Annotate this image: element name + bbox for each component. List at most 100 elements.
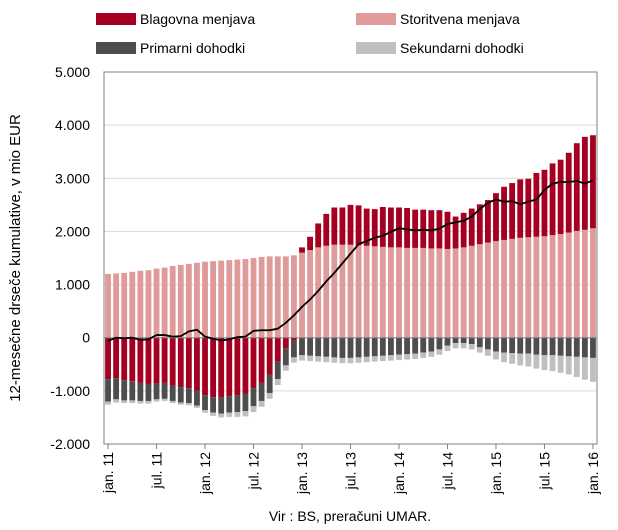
bar-blagovna bbox=[218, 337, 225, 398]
bar-blagovna bbox=[525, 178, 532, 238]
bar-storitvena bbox=[363, 245, 370, 338]
bar-sekundarni bbox=[557, 355, 564, 373]
bar-primarni bbox=[331, 337, 338, 358]
line-layer bbox=[107, 179, 594, 342]
bar-blagovna bbox=[169, 337, 176, 386]
bar-primarni bbox=[194, 390, 200, 406]
bar-storitvena bbox=[282, 256, 289, 338]
bar-storitvena bbox=[436, 248, 443, 338]
bar-sekundarni bbox=[323, 356, 330, 363]
bar-blagovna bbox=[323, 213, 330, 246]
bar-sekundarni bbox=[331, 357, 338, 363]
bar-sekundarni bbox=[590, 357, 596, 382]
bar-storitvena bbox=[194, 262, 200, 338]
bar-primarni bbox=[549, 337, 556, 356]
legend-item-primarni: Primarni dohodki bbox=[96, 40, 245, 56]
bar-primarni bbox=[525, 337, 532, 354]
bar-sekundarni bbox=[177, 402, 184, 405]
bar-storitvena bbox=[226, 260, 233, 338]
bar-storitvena bbox=[493, 240, 499, 338]
bar-sekundarni bbox=[258, 400, 265, 407]
bar-sekundarni bbox=[525, 353, 532, 367]
bar-blagovna bbox=[291, 337, 297, 341]
bar-blagovna bbox=[347, 204, 354, 245]
bar-primarni bbox=[274, 361, 281, 380]
bar-blagovna bbox=[105, 337, 111, 380]
bar-primarni bbox=[137, 382, 144, 401]
bar-blagovna bbox=[493, 193, 499, 241]
bar-blagovna bbox=[194, 337, 200, 391]
bar-sekundarni bbox=[484, 349, 491, 356]
bar-blagovna bbox=[573, 143, 580, 231]
x-tick-label: jul. 11 bbox=[149, 452, 165, 490]
bar-blagovna bbox=[444, 211, 451, 249]
bar-sekundarni bbox=[452, 343, 459, 349]
bar-blagovna bbox=[129, 337, 136, 382]
bar-sekundarni bbox=[121, 400, 128, 404]
bar-primarni bbox=[493, 337, 499, 352]
bar-blagovna bbox=[177, 337, 184, 388]
bar-primarni bbox=[105, 379, 111, 402]
bar-blagovna bbox=[452, 216, 459, 249]
legend-label-storitvena: Storitvena menjava bbox=[400, 11, 520, 27]
x-tick-label: jul. 12 bbox=[246, 452, 262, 491]
x-tick-label: jan. 13 bbox=[294, 452, 310, 495]
bar-primarni bbox=[129, 381, 136, 401]
bar-sekundarni bbox=[129, 400, 136, 404]
bar-primarni bbox=[444, 337, 451, 346]
bar-primarni bbox=[307, 337, 313, 356]
bar-primarni bbox=[557, 337, 564, 356]
source-note: Vir : BS, preračuni UMAR. bbox=[269, 508, 431, 524]
bar-primarni bbox=[291, 340, 297, 358]
bar-sekundarni bbox=[339, 357, 346, 364]
bar-sekundarni bbox=[242, 411, 249, 417]
bar-storitvena bbox=[420, 247, 427, 338]
bar-primarni bbox=[113, 378, 120, 400]
bar-storitvena bbox=[412, 247, 419, 338]
bar-storitvena bbox=[428, 248, 435, 338]
bar-storitvena bbox=[315, 247, 322, 338]
bars bbox=[105, 135, 596, 418]
bar-storitvena bbox=[404, 247, 410, 338]
bar-primarni bbox=[379, 337, 386, 356]
bar-blagovna bbox=[315, 223, 322, 248]
bar-blagovna bbox=[541, 169, 548, 237]
y-tick-label: -1.000 bbox=[50, 383, 90, 399]
bar-storitvena bbox=[460, 247, 467, 338]
bar-blagovna bbox=[282, 337, 289, 349]
bar-blagovna bbox=[161, 337, 168, 383]
bar-primarni bbox=[460, 337, 467, 344]
bar-primarni bbox=[234, 395, 241, 413]
y-axis-label: 12-mesečne drseče kumulative, v mio EUR bbox=[7, 114, 24, 402]
bar-sekundarni bbox=[436, 349, 443, 355]
bar-sekundarni bbox=[388, 355, 394, 361]
bar-storitvena bbox=[476, 244, 483, 338]
bar-sekundarni bbox=[371, 356, 378, 362]
bar-blagovna bbox=[363, 208, 370, 246]
bar-primarni bbox=[161, 382, 168, 399]
bar-primarni bbox=[533, 337, 540, 355]
bar-sekundarni bbox=[573, 356, 580, 378]
bar-primarni bbox=[452, 337, 459, 344]
legend-item-sekundarni: Sekundarni dohodki bbox=[356, 40, 524, 56]
bar-sekundarni bbox=[145, 400, 152, 404]
bar-sekundarni bbox=[476, 347, 483, 353]
bar-storitvena bbox=[541, 236, 548, 338]
bar-sekundarni bbox=[266, 392, 273, 399]
bar-sekundarni bbox=[428, 351, 435, 357]
bar-primarni bbox=[153, 383, 160, 400]
bar-storitvena bbox=[185, 263, 192, 338]
x-tick-label: jan. 15 bbox=[488, 452, 504, 495]
bar-storitvena bbox=[218, 260, 225, 338]
bar-storitvena bbox=[153, 268, 160, 338]
bar-storitvena bbox=[573, 230, 580, 338]
bar-primarni bbox=[388, 337, 394, 356]
y-tick-label: 4.000 bbox=[55, 117, 90, 133]
bar-storitvena bbox=[169, 265, 176, 338]
bar-primarni bbox=[428, 337, 435, 352]
y-tick-label: 1.000 bbox=[55, 277, 90, 293]
bar-sekundarni bbox=[210, 412, 217, 416]
legend-label-sekundarni: Sekundarni dohodki bbox=[400, 40, 524, 56]
bar-sekundarni bbox=[404, 354, 410, 360]
bar-sekundarni bbox=[355, 357, 362, 363]
